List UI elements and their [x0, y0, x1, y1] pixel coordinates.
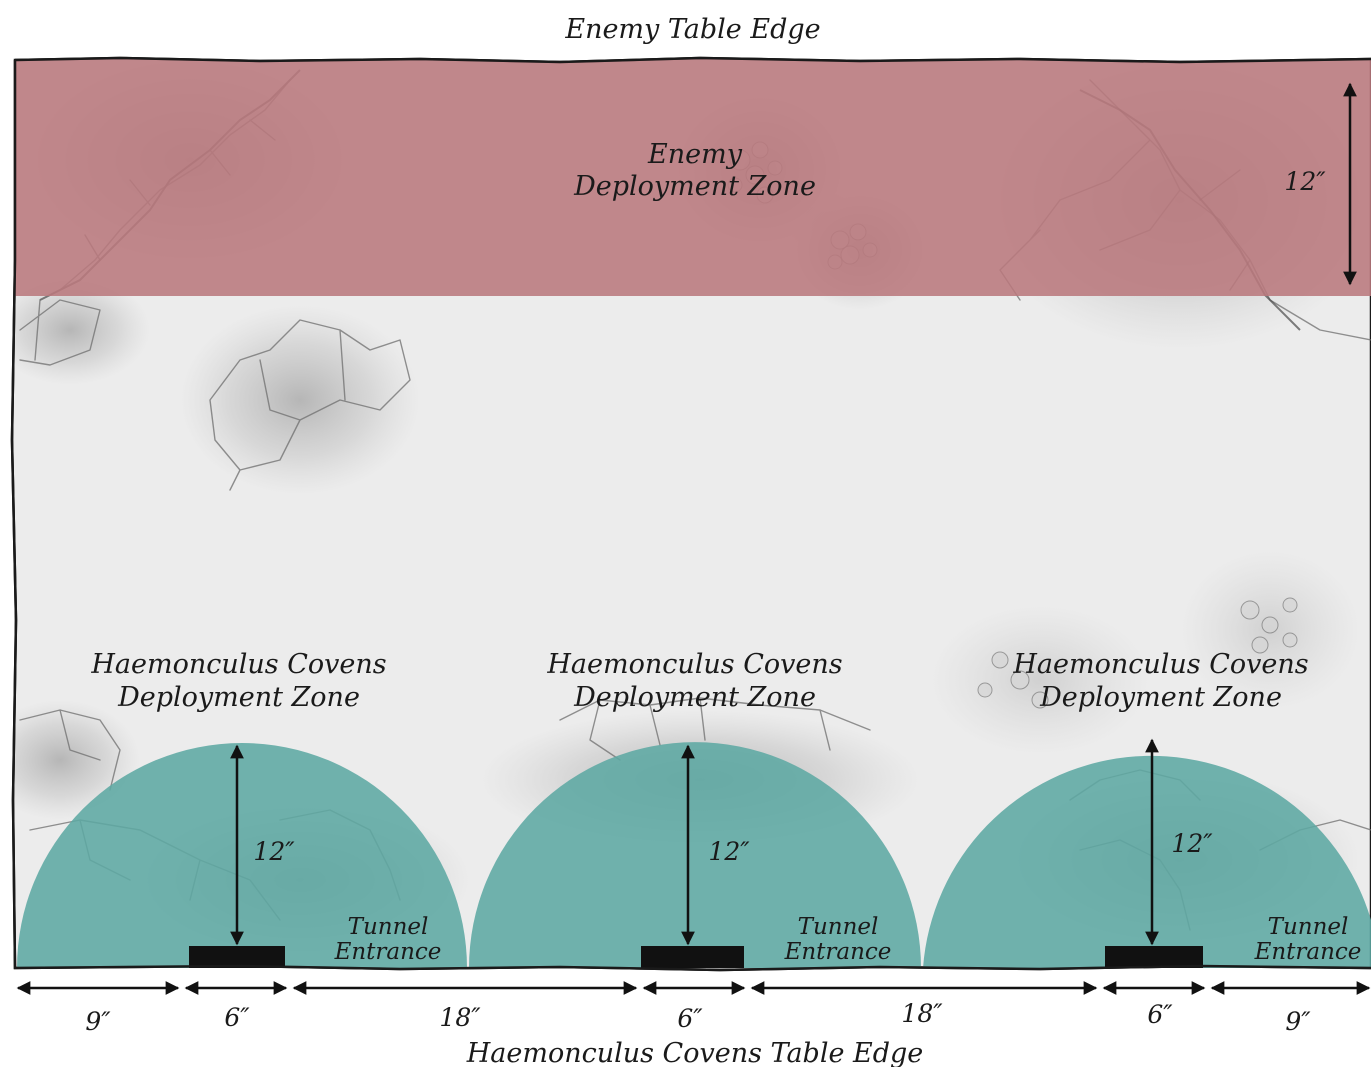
enemy-zone-depth-label: 12″	[1284, 167, 1326, 196]
covens-zone-label-3-line1: Haemonculus Covens	[1012, 649, 1308, 680]
measure-label-6: 6″	[1147, 1000, 1173, 1029]
tunnel-label-2-line2: Entrance	[784, 939, 892, 965]
tunnel-label-3-line2: Entrance	[1254, 939, 1362, 965]
tunnel-label-1-line2: Entrance	[334, 939, 442, 965]
enemy-deployment-zone: Enemy Deployment Zone 12″	[15, 58, 1371, 296]
measure-label-4: 6″	[677, 1004, 703, 1033]
covens-table-edge-label: Haemonculus Covens Table Edge	[466, 1038, 924, 1067]
tunnel-label-3-line1: Tunnel	[1268, 914, 1349, 940]
tunnel-entrance-2	[641, 946, 744, 968]
covens-zone-1: 12″ Haemonculus Covens Deployment Zone T…	[17, 649, 467, 968]
radius-label-3: 12″	[1171, 829, 1213, 858]
covens-zone-label-1-line2: Deployment Zone	[117, 682, 360, 713]
measure-label-3: 18″	[439, 1003, 481, 1032]
enemy-zone-label-line1: Enemy	[647, 139, 743, 170]
covens-zone-label-2-line2: Deployment Zone	[573, 682, 816, 713]
covens-zone-label-2-line1: Haemonculus Covens	[546, 649, 842, 680]
covens-zone-label-3-line2: Deployment Zone	[1039, 682, 1282, 713]
covens-zone-3: 12″ Haemonculus Covens Deployment Zone T…	[923, 649, 1371, 968]
measure-label-7: 9″	[1285, 1007, 1311, 1036]
covens-deployment-zones: 12″ Haemonculus Covens Deployment Zone T…	[17, 649, 1371, 968]
tunnel-label-1-line1: Tunnel	[348, 914, 429, 940]
covens-zone-label-1-line1: Haemonculus Covens	[90, 649, 386, 680]
tunnel-label-2-line1: Tunnel	[798, 914, 879, 940]
enemy-zone-label-line2: Deployment Zone	[573, 171, 816, 202]
radius-label-1: 12″	[253, 837, 295, 866]
enemy-table-edge-label: Enemy Table Edge	[564, 14, 820, 45]
measure-label-5: 18″	[901, 999, 943, 1028]
tunnel-entrance-1	[189, 946, 285, 968]
radius-label-2: 12″	[708, 837, 750, 866]
tunnel-entrance-3	[1105, 946, 1203, 968]
measure-label-1: 9″	[85, 1007, 111, 1036]
table-border	[10, 56, 1371, 972]
bottom-measurements: 9″ 6″ 18″ 6″ 18″ 6″ 9″	[16, 981, 1371, 1036]
covens-zone-2: 12″ Haemonculus Covens Deployment Zone T…	[469, 649, 921, 968]
measure-label-2: 6″	[224, 1003, 250, 1032]
